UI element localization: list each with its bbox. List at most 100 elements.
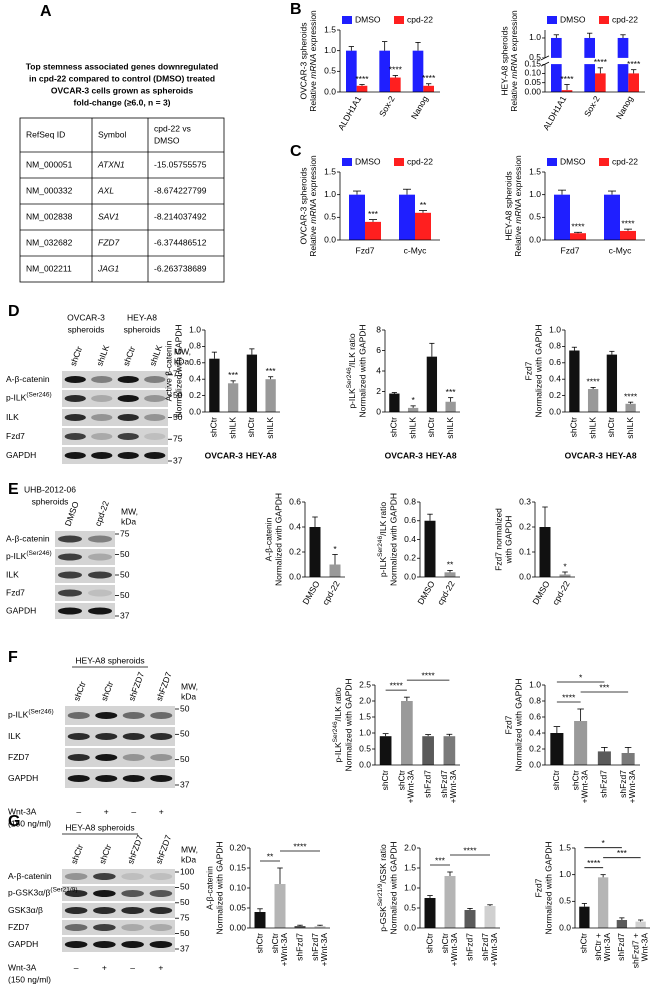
x-tick-label: c-Myc	[404, 245, 427, 255]
mw-label: 50	[180, 897, 190, 907]
text-part: (Ser21/9)	[50, 887, 77, 894]
x-tick-label: shCtr	[254, 933, 264, 953]
text-part: Ser246	[377, 535, 384, 556]
y-axis-label: OVCAR-3 spheroids	[298, 167, 308, 244]
blot-band	[149, 941, 173, 948]
bar	[424, 898, 436, 928]
y-tick-label: 1.5	[529, 166, 541, 176]
significance: ****	[571, 222, 585, 232]
blot-band	[144, 433, 166, 440]
x-tick-label: Wnt-3A	[602, 933, 612, 962]
lane-label: shCtr	[68, 345, 84, 368]
blot-band	[91, 433, 113, 440]
x-tick-label: DMSO	[300, 579, 322, 606]
y-tick-label: 0.5	[529, 212, 541, 222]
blot-row-label: GSK3α/β	[8, 905, 43, 915]
table-cell: NM_002211	[26, 263, 72, 273]
x-tick-label: Sox-2	[377, 94, 397, 118]
significance: ***	[446, 387, 457, 397]
significance: ****	[355, 74, 369, 84]
text-part: mRNA	[308, 53, 318, 78]
panel-letter: A	[40, 3, 52, 20]
table-cell: -6.374486512	[154, 237, 207, 247]
y-tick-label: 4	[376, 365, 381, 375]
mw-label: 75	[173, 368, 183, 378]
panel-letter: C	[290, 143, 302, 160]
y-axis-label: Normalized with GAPDH	[513, 678, 523, 771]
y-tick-label: 1.0	[189, 324, 201, 334]
significance: *	[579, 672, 583, 682]
x-tick-label: shCtr +	[593, 933, 603, 961]
text-part: p-ILK	[333, 742, 343, 763]
text-part: p-GSK3α/β	[8, 888, 51, 898]
y-tick-label: 0.0	[549, 406, 561, 416]
bar	[379, 50, 390, 92]
text-part: p-GSK	[378, 906, 388, 932]
x-tick-label: shFzd7	[480, 933, 490, 961]
y-axis-label: p-ILKSer246/ILK ratio	[332, 687, 343, 763]
blot-title: OVCAR-3	[67, 312, 105, 322]
text-part: p-ILK	[347, 388, 357, 409]
x-tick-label: DMSO	[415, 579, 437, 606]
x-tick-label: shCtr	[389, 417, 399, 437]
y-tick-label: 0.6	[549, 357, 561, 367]
blot-title: HEY-A8	[127, 312, 157, 322]
blot-strip	[62, 390, 168, 407]
blot-band	[93, 890, 116, 897]
bar	[554, 194, 570, 240]
y-axis-label: Normalized with GAPDH	[214, 841, 224, 934]
group-label: OVCAR-3	[385, 450, 424, 460]
y-tick-label: 1.5	[324, 24, 336, 34]
text-part: expression	[509, 10, 519, 54]
legend-label: DMSO	[355, 14, 381, 24]
mw-label: 37	[180, 779, 190, 789]
bar	[616, 920, 628, 928]
x-tick-label: +Wnt-3A	[579, 770, 589, 804]
treatment-sign: –	[130, 962, 135, 972]
y-tick-label: 0.4	[289, 521, 301, 531]
bar	[265, 379, 276, 412]
x-tick-label: +Wnt-3A	[627, 770, 637, 804]
y-tick-label: 0.15	[524, 58, 541, 68]
y-axis-label: Active β-catenin	[163, 340, 173, 401]
y-axis-label: Relative mRNA expression	[509, 10, 519, 112]
bar	[246, 354, 258, 412]
text-part: expression	[308, 155, 318, 199]
group-label: HEY-A8	[246, 450, 277, 460]
bar	[484, 906, 496, 928]
y-tick-label: 0.15	[229, 862, 246, 872]
x-tick-label: shILK	[265, 417, 275, 439]
bar	[209, 358, 220, 412]
bar	[464, 910, 476, 928]
significance: ***	[228, 370, 239, 380]
x-tick-label: shCtr	[270, 933, 280, 953]
bar	[426, 356, 438, 412]
bar	[574, 721, 588, 765]
blot-band	[91, 376, 113, 383]
mw-label: 50	[120, 549, 130, 559]
y-axis-label: Fzd7	[523, 361, 533, 380]
legend-label: cpd-22	[407, 14, 433, 24]
y-axis-label: Normalized with GAPDH	[273, 493, 283, 586]
blot-band	[93, 941, 116, 948]
blot-row-label: GAPDH	[6, 605, 36, 615]
significance: ****	[560, 74, 574, 84]
lane-label: shILK	[147, 343, 164, 367]
significance: *	[411, 395, 415, 405]
blot-band	[121, 907, 144, 914]
y-tick-label: 1.5	[559, 842, 571, 852]
text-part: p-ILK	[6, 551, 27, 561]
y-axis-label: Normalized with GAPDH	[388, 841, 398, 934]
lane-label: shCtr	[69, 843, 85, 866]
y-tick-label: 0.8	[549, 341, 561, 351]
significance: ****	[587, 858, 601, 868]
x-tick-label: +Wnt-3A	[319, 933, 329, 967]
x-tick-label: c-Myc	[609, 245, 632, 255]
treatment-sign: –	[76, 806, 81, 816]
blot-band	[122, 712, 145, 719]
y-axis-label: p-GSKSer21/9/GSK ratio	[377, 844, 388, 932]
panel-letter: F	[8, 649, 18, 666]
y-tick-label: 0.2	[549, 390, 561, 400]
blot-band	[150, 733, 173, 740]
blot-row-label: Fzd7	[6, 431, 25, 441]
